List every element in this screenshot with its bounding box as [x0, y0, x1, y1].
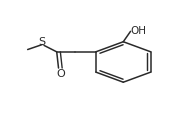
Text: OH: OH — [131, 26, 147, 36]
Text: S: S — [39, 37, 46, 47]
Text: O: O — [56, 69, 65, 79]
